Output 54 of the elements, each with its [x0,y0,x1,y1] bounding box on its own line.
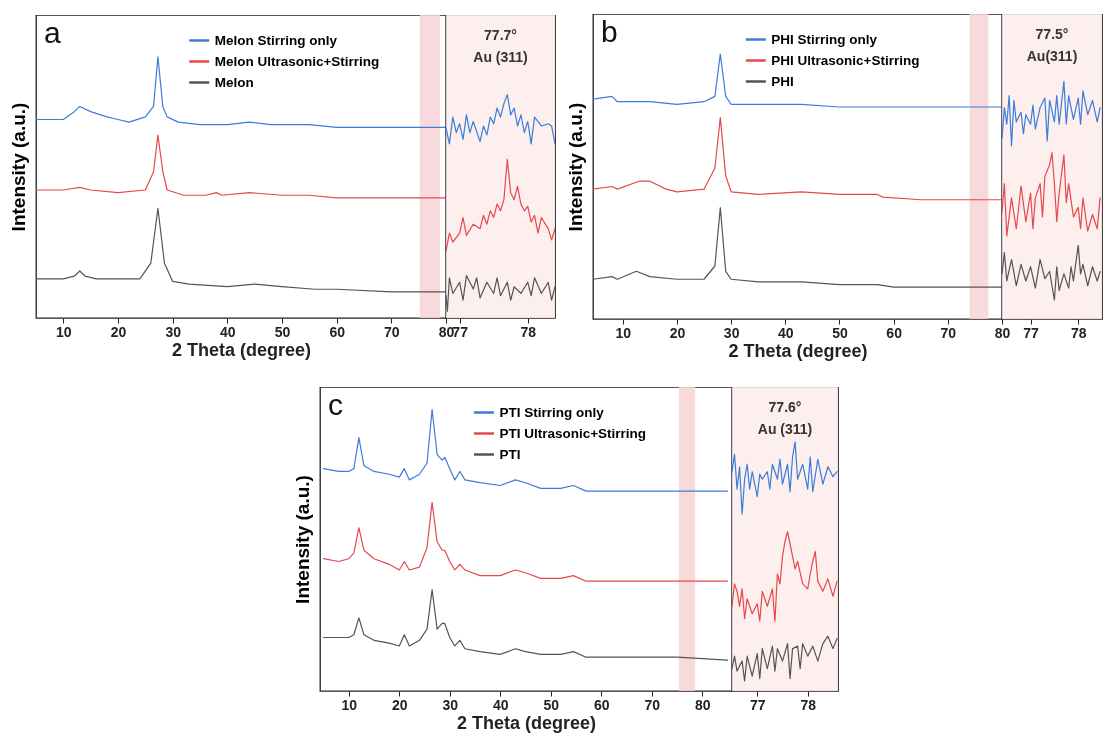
x-tick-label: 20 [391,696,408,713]
legend-label: Melon [214,74,254,90]
y-axis-title: Intensity (a.u.) [291,475,313,604]
x-tick-label: 80 [994,324,1011,341]
x-tick-label: 20 [110,323,127,340]
legend-label: PTI Stirring only [499,404,605,420]
x-axis-title: 2 Theta (degree) [456,712,597,733]
x-tick-label: 70 [644,696,661,713]
x-tick-label: 10 [56,323,72,340]
x-tick-label: 80 [438,323,455,340]
legend-label: PHI Stirring only [771,31,878,47]
x-tick-label: 50 [543,696,560,713]
legend-label: PTI [499,446,521,462]
y-axis-title: Intensity (a.u.) [564,102,586,232]
text: 77.5° [1035,26,1069,42]
x-tick-label: 40 [492,696,509,713]
x-tick-label: 60 [886,324,903,341]
x-tick-label: 10 [341,696,358,713]
x-tick-label: 78 [1070,324,1087,341]
x-tick-label: 78 [800,696,817,713]
x-tick-label: 20 [669,324,686,341]
legend-label: PTI Ultrasonic+Stirring [499,425,647,441]
text: 77.6° [768,399,802,415]
x-axis-title: 2 Theta (degree) [171,339,312,360]
x-tick-label: 40 [778,324,794,341]
x-tick-label: 78 [520,323,537,340]
x-tick-label: 30 [165,323,182,340]
text: a [44,16,61,49]
x-tick-label: 77 [452,323,469,340]
x-axis-title: 2 Theta (degree) [728,340,868,361]
x-tick-label: 77 [749,696,766,713]
x-tick-label: 40 [220,323,236,340]
x-tick-label: 30 [723,324,740,341]
x-tick-label: 50 [274,323,291,340]
x-tick-label: 77 [1023,324,1040,341]
legend-label: PHI [771,73,794,89]
x-tick-label: 60 [329,323,346,340]
legend-label: Melon Stirring only [214,32,338,48]
text: Au(311) [1026,48,1078,64]
x-tick-label: 80 [694,696,711,713]
x-tick-label: 70 [940,324,957,341]
legend-label: PHI Ultrasonic+Stirring [771,52,920,68]
text: Au (311) [757,421,813,437]
y-axis-title: Intensity (a.u.) [7,102,29,232]
x-tick-label: 60 [593,696,610,713]
x-tick-label: 50 [832,324,848,341]
x-tick-label: 30 [442,696,459,713]
text: Au (311) [473,49,528,65]
x-tick-label: 10 [615,324,632,341]
legend-label: Melon Ultrasonic+Stirring [214,53,380,69]
annotation: c [328,388,343,421]
text: b [601,15,618,48]
x-tick-label: 70 [384,323,400,340]
text: 77.7° [484,27,517,43]
